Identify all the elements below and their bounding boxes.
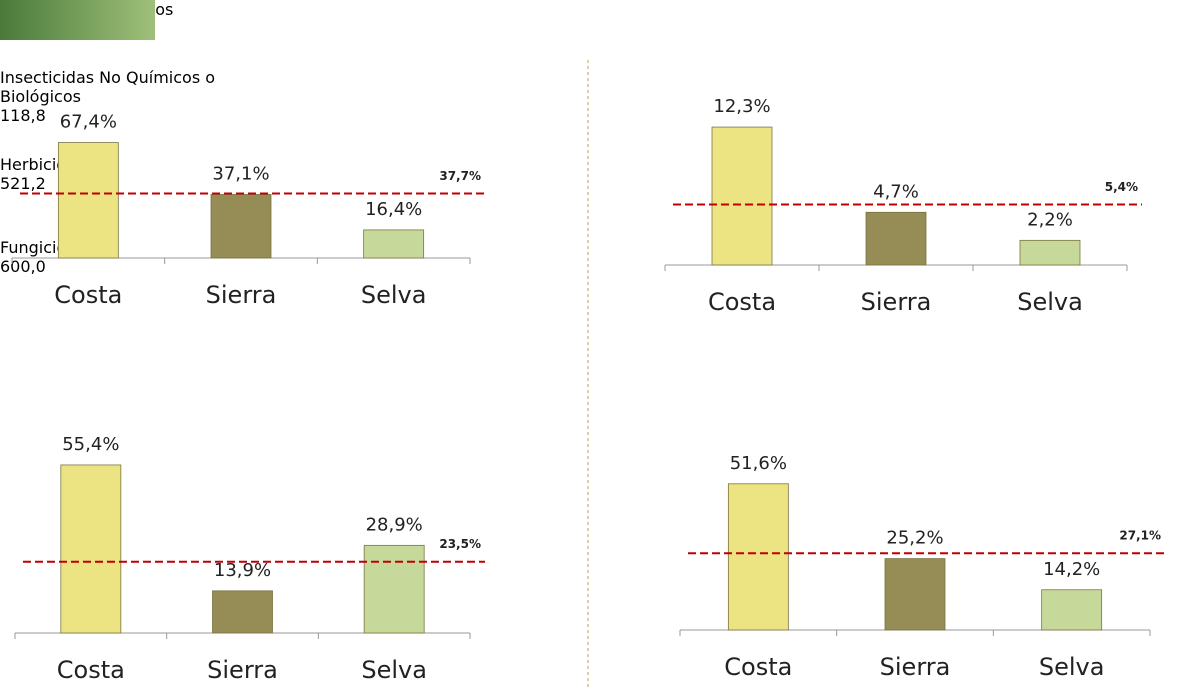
category-label: Costa	[54, 281, 122, 309]
bar	[866, 212, 926, 265]
value-label: 14,2%	[1043, 559, 1100, 580]
value-label: 51,6%	[730, 453, 787, 474]
category-label: Selva	[1017, 288, 1083, 316]
slide: 67,4% Costa 37,1% Sierra 16,4% Selva 37,7% 12,3…	[0, 0, 1177, 689]
charts: 67,4% Costa 37,1% Sierra 16,4% Selva 37,7% 12,3…	[0, 0, 1177, 689]
bar	[885, 559, 945, 630]
category-label: Selva	[1039, 653, 1105, 681]
bar	[728, 484, 788, 630]
value-label: 12,3%	[713, 96, 770, 117]
value-label: 13,9%	[214, 560, 271, 581]
bar	[364, 545, 424, 633]
value-label: 16,4%	[365, 199, 422, 220]
category-label: Selva	[361, 281, 427, 309]
reference-label: 23,5%	[439, 537, 481, 551]
bar	[1042, 590, 1102, 630]
value-label: 2,2%	[1027, 209, 1073, 230]
value-label: 67,4%	[60, 112, 117, 133]
category-label: Sierra	[206, 281, 277, 309]
bar	[712, 127, 772, 265]
bar	[61, 465, 121, 633]
category-label: Costa	[57, 656, 125, 684]
category-label: Sierra	[880, 653, 951, 681]
reference-label: 5,4%	[1105, 180, 1138, 194]
category-label: Sierra	[207, 656, 278, 684]
category-label: Sierra	[861, 288, 932, 316]
value-label: 55,4%	[62, 434, 119, 455]
category-label: Costa	[708, 288, 776, 316]
value-label: 4,7%	[873, 181, 919, 202]
value-label: 28,9%	[366, 514, 423, 535]
bar	[364, 230, 424, 258]
bar	[211, 194, 271, 258]
bar	[213, 591, 273, 633]
reference-label: 27,1%	[1119, 529, 1161, 543]
photo	[0, 0, 155, 40]
bar	[58, 143, 118, 258]
category-label: Costa	[724, 653, 792, 681]
bar	[1020, 240, 1080, 265]
reference-label: 37,7%	[439, 169, 481, 183]
value-label: 37,1%	[212, 163, 269, 184]
category-label: Selva	[361, 656, 427, 684]
value-label: 25,2%	[886, 528, 943, 549]
